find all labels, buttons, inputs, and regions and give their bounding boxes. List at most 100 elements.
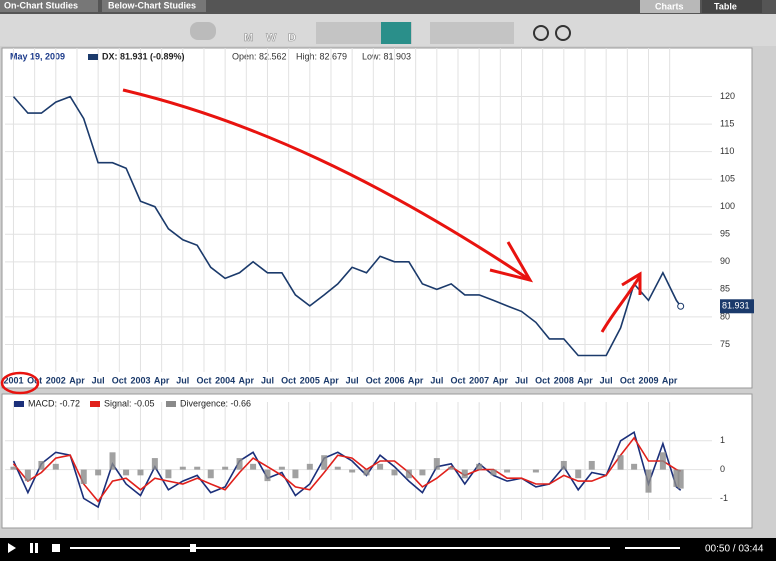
divergence-bar bbox=[292, 469, 299, 479]
annotation-arrow bbox=[600, 275, 642, 333]
y-tick-label: 80 bbox=[720, 311, 730, 321]
tab-label[interactable]: Below-Chart Studies bbox=[108, 0, 196, 10]
divergence-bar bbox=[179, 466, 186, 470]
legend-label: DX: 81.931 (-0.89%) bbox=[102, 51, 185, 61]
zoom-in[interactable] bbox=[533, 25, 549, 41]
y-tick-label: 75 bbox=[720, 339, 730, 349]
x-tick-label: Jul bbox=[92, 375, 105, 385]
divergence-bar bbox=[677, 469, 684, 489]
x-tick-label: 2004 bbox=[215, 375, 235, 385]
tool-icons[interactable] bbox=[430, 22, 514, 44]
x-tick-label: 2007 bbox=[469, 375, 489, 385]
divergence-bar bbox=[137, 469, 144, 476]
y-tick-label: -1 bbox=[720, 493, 728, 503]
period-button[interactable]: W bbox=[266, 32, 278, 45]
view-tab[interactable] bbox=[640, 0, 700, 13]
divergence-bar bbox=[278, 466, 285, 470]
series-line bbox=[12, 436, 681, 503]
divergence-bar bbox=[504, 469, 511, 473]
tab-label[interactable]: On-Chart Studies bbox=[4, 0, 78, 10]
x-tick-label: Apr bbox=[577, 375, 593, 385]
x-tick-label: Oct bbox=[535, 375, 550, 385]
play-button[interactable] bbox=[8, 543, 16, 553]
divergence-bar bbox=[617, 455, 624, 470]
x-tick-label: Apr bbox=[239, 375, 255, 385]
legend-swatch bbox=[90, 401, 100, 407]
pause-button[interactable] bbox=[30, 543, 33, 553]
divergence-bar bbox=[645, 469, 652, 493]
divergence-bar bbox=[419, 469, 426, 476]
divergence-bar bbox=[631, 463, 638, 470]
legend-swatch bbox=[166, 401, 176, 407]
divergence-bar bbox=[250, 463, 257, 470]
view-tab-label[interactable]: Charts bbox=[655, 1, 684, 11]
x-tick-label: 2001 bbox=[3, 375, 23, 385]
x-tick-label: Oct bbox=[281, 375, 296, 385]
annotation-circle bbox=[0, 371, 40, 395]
divergence-bar bbox=[575, 469, 582, 479]
icon[interactable] bbox=[190, 22, 216, 40]
player-bar bbox=[0, 538, 776, 561]
divergence-bar bbox=[321, 455, 328, 470]
zoom-out[interactable] bbox=[555, 25, 571, 41]
x-tick-label: Oct bbox=[450, 375, 465, 385]
divergence-bar bbox=[659, 452, 666, 470]
x-tick-label: 2005 bbox=[300, 375, 320, 385]
divergence-bar bbox=[10, 466, 17, 470]
x-tick-label: Apr bbox=[323, 375, 339, 385]
divergence-bar bbox=[52, 463, 59, 470]
divergence-bar bbox=[165, 469, 172, 479]
high-label: High: 82.679 bbox=[296, 51, 347, 61]
x-tick-label: Jul bbox=[430, 375, 443, 385]
tab[interactable] bbox=[0, 0, 98, 12]
divergence-bar bbox=[673, 469, 680, 487]
x-tick-label: Apr bbox=[662, 375, 678, 385]
x-tick-label: Apr bbox=[493, 375, 509, 385]
period-button[interactable]: M bbox=[244, 32, 254, 45]
player-time: 00:50 / 03:44 bbox=[705, 544, 764, 555]
x-tick-label: Jul bbox=[600, 375, 613, 385]
tab[interactable] bbox=[102, 0, 206, 12]
x-tick-label: 2009 bbox=[638, 375, 658, 385]
y-tick-label: 110 bbox=[720, 146, 734, 156]
divergence-bar bbox=[306, 463, 313, 470]
divergence-bar bbox=[461, 469, 468, 479]
series-line bbox=[12, 95, 682, 357]
view-tab-label[interactable]: Table bbox=[714, 1, 737, 11]
divergence-bar bbox=[80, 469, 87, 484]
y-tick-label: 105 bbox=[720, 174, 735, 184]
annotation-arrow bbox=[122, 88, 531, 282]
divergence-bar bbox=[405, 469, 412, 479]
divergence-bar bbox=[264, 469, 271, 482]
period-button[interactable]: D bbox=[288, 32, 297, 45]
x-tick-label: Apr bbox=[154, 375, 170, 385]
open-label: Open: 82.562 bbox=[232, 51, 287, 61]
x-tick-label: Oct bbox=[366, 375, 381, 385]
x-tick-label: 2003 bbox=[130, 375, 150, 385]
annotation-arrow-head bbox=[621, 271, 642, 295]
legend-swatch bbox=[88, 54, 98, 60]
divergence-bar bbox=[349, 469, 356, 473]
x-tick-label: Apr bbox=[69, 375, 85, 385]
divergence-bar bbox=[476, 463, 483, 470]
low-label: Low: 81.903 bbox=[362, 51, 411, 61]
chart-style-selected[interactable] bbox=[381, 22, 411, 44]
x-tick-label: Oct bbox=[112, 375, 127, 385]
stop-button[interactable] bbox=[52, 544, 60, 552]
y-tick-label: 85 bbox=[720, 284, 730, 294]
series-line bbox=[12, 430, 682, 509]
price-tag bbox=[720, 299, 754, 314]
y-tick-label: 100 bbox=[720, 201, 735, 211]
divergence-bar bbox=[377, 463, 384, 470]
divergence-bar bbox=[448, 466, 455, 470]
x-tick-label: Jul bbox=[261, 375, 274, 385]
legend-swatch bbox=[14, 401, 24, 407]
progress-thumb[interactable] bbox=[190, 544, 196, 552]
pause-button[interactable] bbox=[35, 543, 38, 553]
divergence-bar bbox=[95, 469, 102, 476]
divergence-bar bbox=[207, 469, 214, 479]
divergence-bar bbox=[391, 469, 398, 476]
view-tab[interactable] bbox=[702, 0, 762, 13]
divergence-bar bbox=[151, 458, 158, 470]
divergence-bar bbox=[236, 458, 243, 470]
